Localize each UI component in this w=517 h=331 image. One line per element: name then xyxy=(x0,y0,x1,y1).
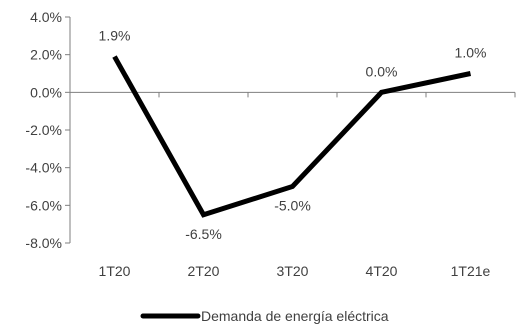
x-tick-label: 1T21e xyxy=(451,263,491,279)
y-tick-label: -2.0% xyxy=(25,122,62,138)
data-label: -6.5% xyxy=(185,226,222,242)
data-label: -5.0% xyxy=(274,198,311,214)
series-line xyxy=(115,57,471,215)
legend-label: Demanda de energía eléctrica xyxy=(201,308,389,324)
x-tick-label: 4T20 xyxy=(366,263,398,279)
y-tick-label: 2.0% xyxy=(30,47,62,63)
x-tick-label: 2T20 xyxy=(188,263,220,279)
data-label: 1.9% xyxy=(99,28,131,44)
data-label: 1.0% xyxy=(455,45,487,61)
series-group xyxy=(114,56,470,214)
y-tick-label: 0.0% xyxy=(30,84,62,100)
legend: Demanda de energía eléctrica xyxy=(143,308,389,324)
data-label: 0.0% xyxy=(366,63,398,79)
y-tick-label: -8.0% xyxy=(25,235,62,251)
y-axis: 4.0% 2.0% 0.0% -2.0% -4.0% -6.0% -8.0% xyxy=(25,9,70,251)
x-tick-label: 1T20 xyxy=(99,263,131,279)
x-tick-label: 3T20 xyxy=(277,263,309,279)
y-tick-label: -6.0% xyxy=(25,197,62,213)
y-tick-label: -4.0% xyxy=(25,160,62,176)
y-tick-label: 4.0% xyxy=(30,9,62,25)
